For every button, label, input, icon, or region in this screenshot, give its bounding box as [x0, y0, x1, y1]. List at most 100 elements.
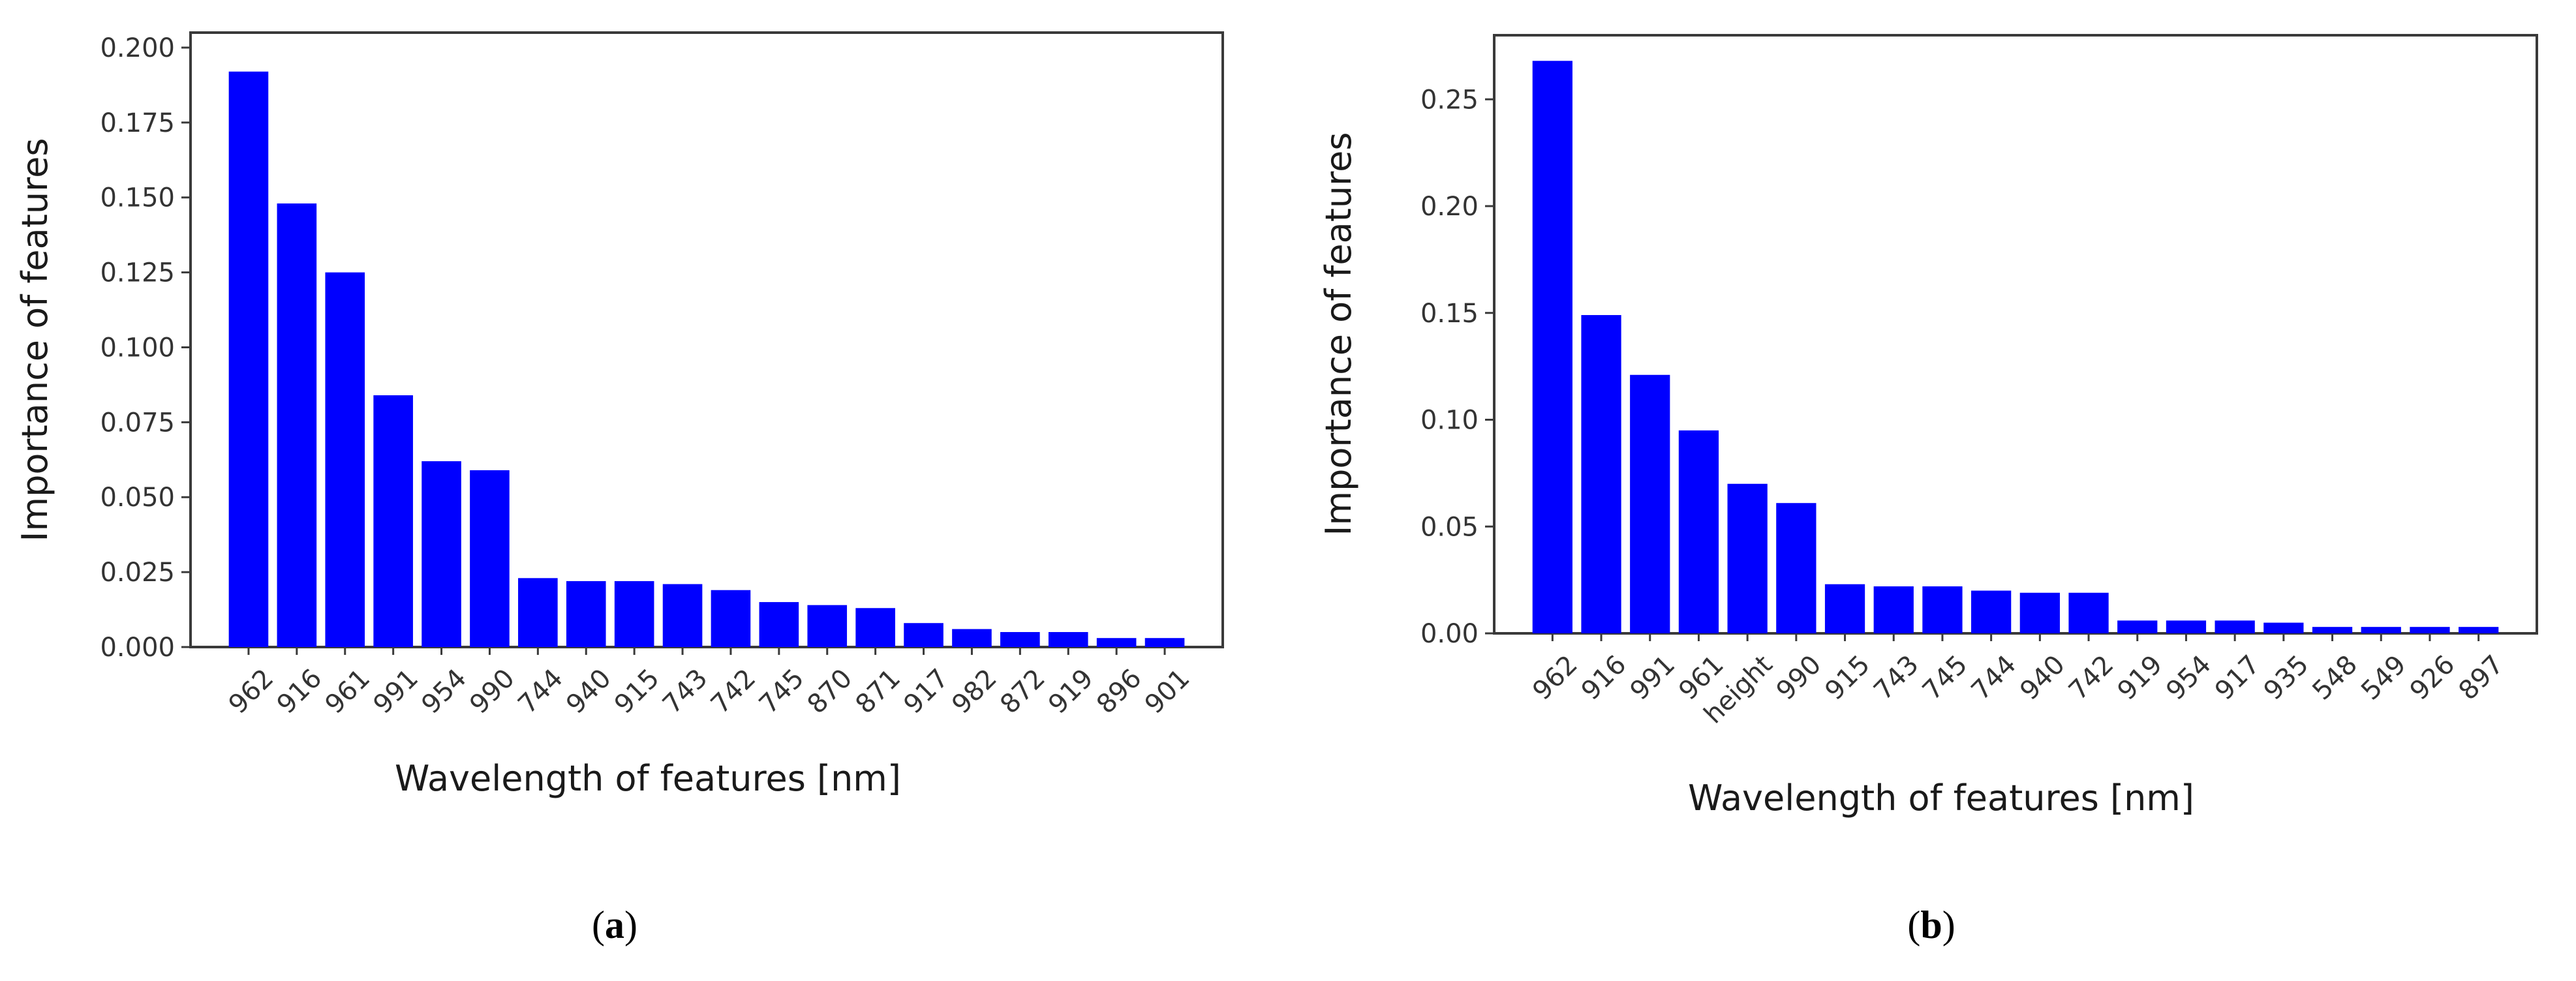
x-tick-label: 896 [1091, 663, 1148, 720]
x-tick-label: 870 [802, 663, 859, 720]
chart-panel-a: 0.000 0.025 0.050 0.075 0.100 0.125 0.150 0.175… [14, 31, 1224, 946]
x-tick-label: 871 [850, 663, 907, 720]
bar-872 [1000, 632, 1040, 647]
x-tick-label: 548 [2307, 650, 2363, 706]
x-tick-label: 901 [1139, 663, 1196, 720]
y-tick-label: 0.075 [100, 408, 175, 438]
x-tick-label: 743 [657, 663, 714, 720]
bar-962 [228, 71, 269, 648]
bar-940 [2019, 592, 2060, 633]
x-tick-label: 935 [2258, 650, 2315, 706]
x-axis-title-b: Wavelength of features [nm] [1688, 777, 2194, 819]
bar-744 [518, 578, 558, 647]
y-tick-label: 0.025 [100, 558, 175, 588]
bar-961 [325, 272, 365, 647]
y-tick-label: 0.100 [100, 333, 175, 363]
x-tick-label: 917 [2209, 650, 2266, 706]
bar-549 [2361, 627, 2401, 633]
x-tick-label: 954 [2160, 650, 2217, 706]
bar-height [1727, 483, 1768, 633]
bar-982 [952, 629, 992, 647]
x-tick-label: 990 [1771, 650, 1828, 706]
panel-label-b-letter: b [1920, 903, 1942, 946]
bar-954 [2166, 620, 2207, 633]
y-tick-label: 0.05 [1420, 512, 1479, 542]
x-tick-label: 915 [609, 663, 666, 720]
x-tick-label: 872 [994, 663, 1051, 720]
x-tick-label: 916 [1576, 650, 1633, 706]
panel-label-b: (b) [1907, 903, 1955, 946]
bar-744 [1971, 590, 2012, 633]
bars-a [228, 71, 1185, 648]
y-tick-label: 0.10 [1420, 406, 1479, 436]
x-tick-label: 991 [1625, 650, 1681, 706]
bar-919 [2117, 620, 2158, 633]
y-tick-label: 0.200 [100, 33, 175, 63]
y-tick-label: 0.15 [1420, 299, 1479, 329]
panel-label-b-close: ) [1942, 903, 1955, 946]
panel-label-a-open: ( [592, 903, 605, 946]
y-tick-label: 0.25 [1420, 85, 1479, 115]
x-tick-label: 744 [1966, 650, 2023, 706]
y-tick-label: 0.150 [100, 183, 175, 213]
x-tick-label: 742 [705, 663, 762, 720]
y-axis-title-a: Importance of features [14, 138, 55, 542]
bar-743 [1873, 586, 1914, 633]
bar-916 [277, 203, 317, 647]
y-axis-title-b: Importance of features [1318, 132, 1359, 536]
x-tick-label: 940 [2014, 650, 2071, 706]
bar-961 [1678, 430, 1719, 634]
bar-926 [2410, 627, 2450, 633]
x-tick-label: 745 [1917, 650, 1974, 706]
bar-745 [759, 602, 799, 647]
chart-panel-b: 0.00 0.05 0.10 0.15 0.20 0.25 962916991961hei… [1318, 34, 2538, 946]
x-tick-label: 917 [898, 663, 955, 720]
bars-b [1532, 61, 2499, 634]
bar-919 [1048, 632, 1088, 647]
bar-990 [470, 470, 510, 647]
x-tick-label: 897 [2453, 650, 2510, 706]
bar-916 [1581, 315, 1621, 633]
x-tick-label: 744 [512, 663, 569, 720]
x-tick-label: 940 [560, 663, 617, 720]
y-tick-label: 0.20 [1420, 192, 1479, 222]
x-tick-label: 915 [1819, 650, 1876, 706]
y-tick-label: 0.000 [100, 633, 175, 663]
panel-label-a-close: ) [624, 903, 637, 946]
bar-897 [2459, 627, 2499, 633]
bar-742 [711, 590, 751, 647]
bar-954 [422, 461, 461, 647]
x-tick-label: 990 [464, 663, 521, 720]
x-tick-label: 549 [2355, 650, 2412, 706]
y-tick-label: 0.175 [100, 108, 175, 138]
x-tick-label: 919 [2112, 650, 2169, 706]
x-tick-label: 926 [2404, 650, 2461, 706]
bar-915 [1824, 584, 1865, 633]
bar-745 [1922, 586, 1963, 633]
bar-935 [2263, 622, 2304, 634]
x-tick-label: 745 [754, 663, 810, 720]
bar-991 [373, 395, 413, 647]
x-tick-label: 742 [2063, 650, 2120, 706]
bar-917 [904, 623, 943, 647]
panel-label-a-letter: a [605, 903, 624, 946]
x-axis-title-a: Wavelength of features [nm] [395, 758, 901, 799]
x-tick-label: 916 [271, 663, 328, 720]
panel-label-b-open: ( [1907, 903, 1920, 946]
bar-742 [2068, 592, 2109, 633]
y-tick-label: 0.125 [100, 258, 175, 288]
bar-896 [1096, 638, 1137, 647]
x-tick-label: 962 [1527, 650, 1584, 706]
bar-940 [566, 581, 606, 647]
x-tick-labels-a: 9629169619919549907449409157437427458708… [223, 647, 1196, 720]
x-tick-label: 954 [416, 663, 472, 720]
y-ticks-b: 0.00 0.05 0.10 0.15 0.20 0.25 [1420, 85, 1494, 649]
bar-743 [662, 584, 703, 647]
x-tick-label: 991 [368, 663, 425, 720]
panel-label-a: (a) [592, 903, 637, 946]
bar-915 [614, 581, 654, 647]
bar-901 [1144, 638, 1185, 647]
y-tick-label: 0.050 [100, 483, 175, 513]
bar-962 [1532, 61, 1572, 634]
